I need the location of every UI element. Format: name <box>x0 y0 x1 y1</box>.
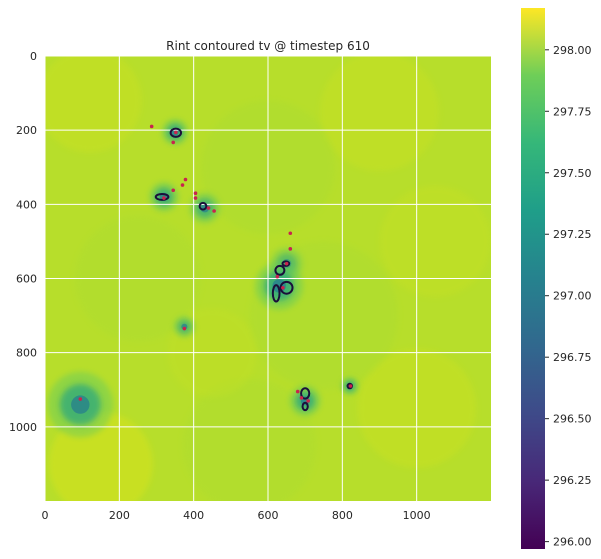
marker-dot <box>162 196 166 200</box>
field-patch <box>320 56 439 172</box>
plot-area <box>45 56 491 501</box>
marker-dot <box>171 140 176 145</box>
contours <box>154 127 353 412</box>
marker-dot <box>306 399 310 403</box>
marker-dot <box>78 397 83 401</box>
chart-title: Rint contoured tv @ timestep 610 <box>166 39 370 53</box>
colorbar-tick-label: 297.75 <box>553 105 592 118</box>
marker-dot <box>281 285 285 290</box>
x-tick-label: 600 <box>258 509 279 522</box>
contour <box>198 201 208 211</box>
colorbar-ticks: 296.00 296.25 296.50 296.75 297.00 297.25 297.… <box>545 44 592 549</box>
contour <box>300 387 311 400</box>
marker-dot <box>348 384 353 388</box>
colorbar-tick-label: 296.75 <box>553 351 592 364</box>
marker-dot <box>212 209 216 213</box>
marker-dot <box>149 124 154 129</box>
marker-dot <box>288 231 293 236</box>
x-tick-label: 1000 <box>403 509 431 522</box>
y-tick-label: 600 <box>16 273 37 286</box>
y-tick-label: 800 <box>16 347 37 360</box>
contour <box>281 260 291 267</box>
contour <box>154 192 170 201</box>
y-tick-label: 1000 <box>9 421 37 434</box>
colorbar-tick-label: 297.50 <box>553 167 592 180</box>
contour <box>169 127 183 138</box>
colorbar-tick-label: 296.50 <box>553 413 592 426</box>
grid-lines <box>45 56 491 501</box>
marker-dot <box>299 396 304 400</box>
colorbar-tick-label: 297.00 <box>553 290 592 303</box>
marker-dot <box>275 274 280 279</box>
marker-dot <box>284 261 289 266</box>
colorbar <box>521 8 545 549</box>
colorbar-tick-label: 297.25 <box>553 228 592 241</box>
marker-dot <box>183 177 188 182</box>
colorbar-tick-label: 298.00 <box>553 44 592 57</box>
marker-dot <box>171 188 176 193</box>
axis-ticks: 0 200 400 600 800 1000 0 200 400 600 800 1000 <box>9 50 431 522</box>
colorbar-tick-label: 296.25 <box>553 474 592 487</box>
marker-dot <box>295 389 300 394</box>
marker-dot <box>180 183 185 187</box>
y-tick-label: 0 <box>30 50 37 63</box>
marker-dot <box>174 130 178 135</box>
marker-dot <box>206 206 211 210</box>
contour <box>279 280 294 295</box>
field-patch <box>182 378 317 501</box>
marker-dot <box>288 247 293 251</box>
colorbar-tick-label: 296.00 <box>553 536 592 549</box>
x-tick-label: 200 <box>109 509 130 522</box>
x-tick-label: 400 <box>183 509 204 522</box>
markers <box>78 124 353 403</box>
y-tick-label: 400 <box>16 198 37 211</box>
contour <box>271 284 281 303</box>
x-tick-label: 800 <box>332 509 353 522</box>
contour <box>274 264 286 276</box>
marker-dot <box>193 196 198 200</box>
contour <box>301 401 309 412</box>
y-tick-label: 200 <box>16 124 37 137</box>
field-patch <box>379 185 491 298</box>
marker-dot <box>193 191 198 196</box>
cold-spot-core <box>71 395 90 414</box>
x-tick-label: 0 <box>42 509 49 522</box>
marker-dot <box>182 326 187 331</box>
field-patch <box>45 56 142 153</box>
